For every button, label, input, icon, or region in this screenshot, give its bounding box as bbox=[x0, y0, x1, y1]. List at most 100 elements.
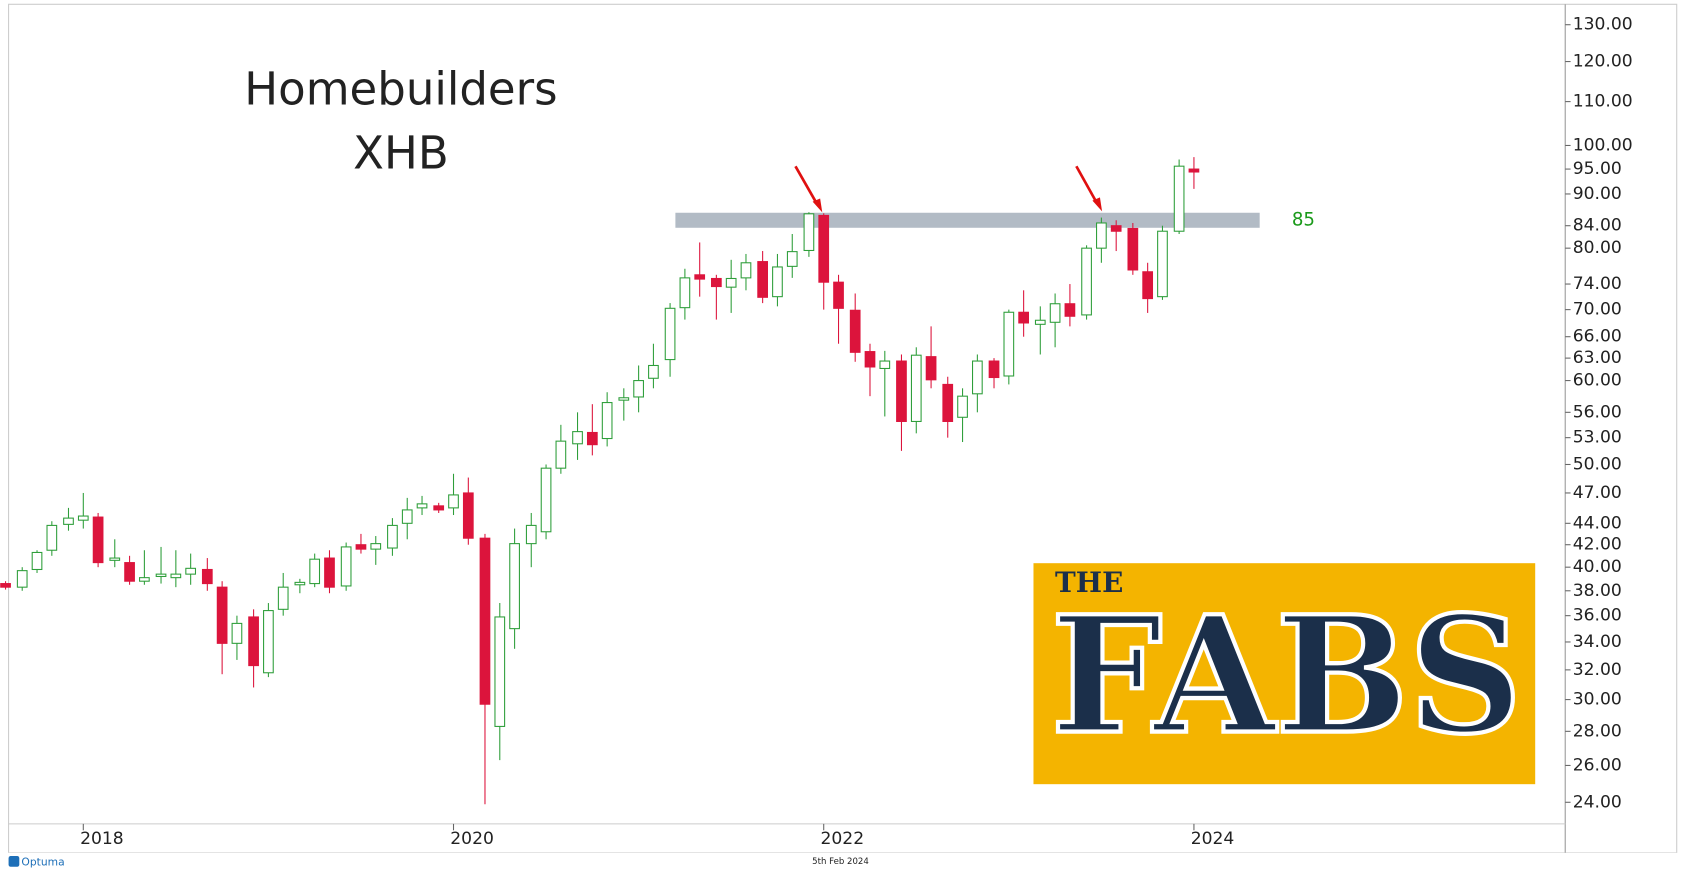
y-tick-label: 74.00 bbox=[1573, 274, 1622, 294]
candle-body bbox=[417, 504, 427, 508]
y-tick-label: 110.00 bbox=[1573, 92, 1633, 112]
candle-body bbox=[93, 517, 103, 563]
candle-body bbox=[741, 263, 751, 278]
candle-body bbox=[1128, 228, 1138, 270]
y-tick-label: 120.00 bbox=[1573, 52, 1633, 72]
candle-body bbox=[911, 355, 921, 421]
candle-body bbox=[1050, 304, 1060, 323]
candle-body bbox=[463, 493, 473, 538]
candle-body bbox=[526, 525, 536, 543]
candle-body bbox=[1019, 312, 1029, 323]
candle-body bbox=[619, 398, 629, 400]
candle-body bbox=[758, 262, 768, 298]
footer-date: 5th Feb 2024 bbox=[812, 857, 869, 867]
y-tick-label: 26.00 bbox=[1573, 755, 1622, 775]
candle-body bbox=[541, 468, 551, 532]
candle-body bbox=[249, 617, 259, 666]
candle-body bbox=[712, 278, 722, 286]
candle-body bbox=[78, 516, 88, 520]
candle-body bbox=[64, 518, 74, 524]
footer-brand: Optuma bbox=[21, 855, 64, 868]
candle-body bbox=[1035, 320, 1045, 324]
candle-body bbox=[573, 432, 583, 444]
candle-body bbox=[341, 547, 351, 586]
candle-body bbox=[125, 563, 135, 582]
candle-body bbox=[156, 574, 166, 576]
candle-body bbox=[278, 587, 288, 609]
level-band bbox=[675, 213, 1259, 228]
chart-subtitle: XHB bbox=[353, 127, 449, 180]
candle-body bbox=[926, 357, 936, 380]
candle-body bbox=[804, 214, 814, 251]
candle-body bbox=[495, 617, 505, 726]
candle-body bbox=[1189, 169, 1199, 172]
y-tick-label: 38.00 bbox=[1573, 581, 1622, 601]
candle-body bbox=[110, 558, 120, 560]
candle-body bbox=[388, 525, 398, 548]
candle-body bbox=[556, 441, 566, 468]
brand-icon bbox=[9, 856, 20, 867]
x-tick-label: 2020 bbox=[450, 829, 494, 849]
candle-body bbox=[1004, 312, 1014, 376]
candle-body bbox=[356, 545, 366, 549]
arrows bbox=[795, 166, 1102, 212]
candle-body bbox=[1065, 304, 1075, 317]
y-tick-label: 60.00 bbox=[1573, 371, 1622, 391]
y-tick-label: 100.00 bbox=[1573, 135, 1633, 155]
y-tick-label: 130.00 bbox=[1573, 15, 1633, 35]
candle-body bbox=[140, 578, 150, 582]
candle-body bbox=[402, 510, 412, 523]
candle-body bbox=[819, 215, 829, 282]
chart: Homebuilders XHB Optuma 5th Feb 2024 130… bbox=[0, 0, 1681, 870]
logo-big: FABS bbox=[1051, 581, 1523, 770]
candle-body bbox=[773, 267, 783, 297]
y-tick-label: 80.00 bbox=[1573, 238, 1622, 258]
level-label: 85 bbox=[1292, 209, 1315, 230]
candle-body bbox=[865, 352, 875, 367]
candle-body bbox=[602, 403, 612, 439]
y-tick-label: 44.00 bbox=[1573, 513, 1622, 533]
logo: THE FABS bbox=[1033, 563, 1535, 784]
y-tick-label: 63.00 bbox=[1573, 348, 1622, 368]
y-tick-label: 95.00 bbox=[1573, 159, 1622, 179]
candle-body bbox=[787, 252, 797, 267]
candle-body bbox=[325, 558, 335, 587]
candle-body bbox=[943, 384, 953, 421]
candle-body bbox=[1111, 226, 1121, 232]
candle-body bbox=[1174, 166, 1184, 231]
candle-body bbox=[217, 587, 227, 643]
candle-body bbox=[649, 365, 659, 378]
candle-body bbox=[310, 559, 320, 583]
candle-body bbox=[17, 571, 27, 588]
arrow bbox=[1076, 166, 1096, 202]
candle-body bbox=[1097, 223, 1107, 248]
y-tick-label: 53.00 bbox=[1573, 428, 1622, 448]
y-tick-label: 28.00 bbox=[1573, 721, 1622, 741]
y-tick-label: 42.00 bbox=[1573, 535, 1622, 555]
y-tick-label: 36.00 bbox=[1573, 606, 1622, 626]
arrow bbox=[795, 166, 816, 204]
candle-body bbox=[1, 584, 11, 588]
candle-body bbox=[989, 361, 999, 377]
candle-body bbox=[665, 308, 675, 359]
y-tick-label: 30.00 bbox=[1573, 690, 1622, 710]
x-tick-label: 2024 bbox=[1191, 829, 1235, 849]
candle-body bbox=[634, 381, 644, 397]
y-tick-label: 47.00 bbox=[1573, 483, 1622, 503]
candle-body bbox=[449, 495, 459, 508]
y-tick-label: 34.00 bbox=[1573, 632, 1622, 652]
y-tick-label: 70.00 bbox=[1573, 300, 1622, 320]
candle-body bbox=[480, 538, 490, 704]
candle-body bbox=[295, 582, 305, 584]
candle-body bbox=[171, 574, 181, 578]
candle-body bbox=[834, 282, 844, 308]
candle-body bbox=[232, 623, 242, 643]
x-tick-label: 2018 bbox=[80, 829, 124, 849]
candle-body bbox=[1082, 248, 1092, 315]
candle-body bbox=[695, 275, 705, 279]
candle-body bbox=[850, 310, 860, 352]
candle-body bbox=[371, 544, 381, 549]
page: Homebuilders XHB Optuma 5th Feb 2024 130… bbox=[0, 0, 1681, 870]
candle-body bbox=[32, 552, 42, 569]
x-tick-label: 2022 bbox=[821, 829, 865, 849]
